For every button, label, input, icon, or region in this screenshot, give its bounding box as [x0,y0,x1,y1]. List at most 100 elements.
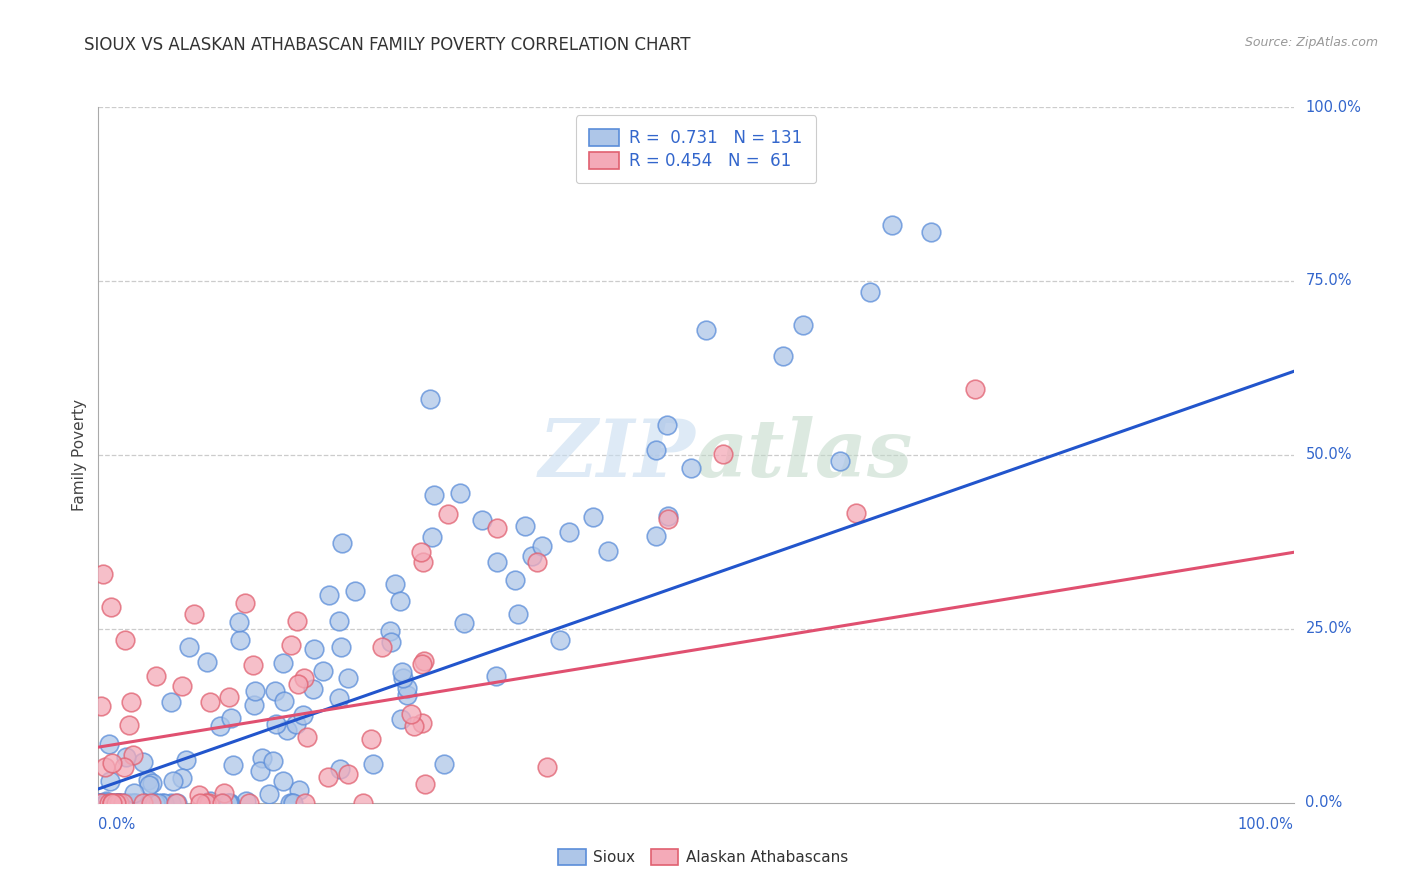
Point [105,796,128,810]
Point [384,576,406,591]
Point [162,774,184,789]
Point [138,778,160,792]
Point [217,796,239,810]
Point [328,691,350,706]
Point [107,796,129,810]
Point [170,679,193,693]
Point [292,707,315,722]
Point [453,615,475,630]
Point [250,751,273,765]
Y-axis label: Family Poverty: Family Poverty [72,399,87,511]
Point [271,774,294,789]
Point [273,694,295,708]
Point [150,796,173,810]
Point [87,796,110,810]
Point [159,695,181,709]
Point [114,796,136,810]
Point [194,796,217,810]
Text: 100.0%: 100.0% [1237,817,1294,831]
Point [112,760,135,774]
Point [188,796,211,810]
Point [963,382,986,396]
Point [100,796,122,810]
Point [513,518,536,533]
Point [280,638,302,652]
Text: ZIP: ZIP [538,417,696,493]
Point [880,218,903,232]
Point [125,796,148,810]
Point [195,655,218,669]
Point [389,712,412,726]
Text: 75.0%: 75.0% [1306,274,1353,288]
Point [392,671,415,685]
Point [792,318,814,332]
Point [330,536,353,550]
Point [90,796,112,810]
Point [411,545,433,559]
Point [122,796,145,810]
Point [337,767,360,781]
Point [681,461,703,475]
Point [222,757,245,772]
Point [97,796,120,810]
Point [108,796,131,810]
Point [695,323,717,337]
Point [93,796,115,810]
Point [174,754,197,768]
Point [121,747,143,762]
Point [471,513,494,527]
Point [531,539,554,553]
Point [153,796,176,810]
Point [183,607,205,622]
Point [219,796,242,810]
Point [90,796,112,810]
Point [96,794,118,808]
Point [318,588,340,602]
Point [121,796,143,810]
Point [432,756,454,771]
Point [920,225,942,239]
Point [485,521,508,535]
Point [361,756,384,771]
Point [520,549,543,563]
Point [360,731,382,746]
Point [122,787,145,801]
Point [711,447,734,461]
Point [105,796,128,810]
Point [93,796,115,810]
Point [136,773,159,788]
Point [170,772,193,786]
Point [98,737,121,751]
Point [212,796,235,810]
Point [159,796,181,810]
Point [120,695,142,709]
Point [486,556,509,570]
Point [330,640,353,654]
Point [280,796,302,810]
Point [177,640,200,654]
Point [328,614,350,628]
Point [402,719,425,733]
Point [772,349,794,363]
Point [395,688,418,702]
Legend: Sioux, Alaskan Athabascans: Sioux, Alaskan Athabascans [553,843,853,871]
Point [111,796,134,810]
Point [141,775,163,789]
Point [235,795,257,809]
Point [336,671,359,685]
Point [228,615,250,629]
Point [90,796,112,810]
Point [198,695,221,709]
Point [276,723,298,737]
Point [316,770,339,784]
Point [389,594,412,608]
Point [145,796,167,810]
Point [312,665,335,679]
Point [264,717,287,731]
Point [101,796,124,810]
Point [657,509,679,524]
Point [370,640,392,654]
Point [94,760,117,774]
Point [91,796,114,810]
Point [413,777,436,791]
